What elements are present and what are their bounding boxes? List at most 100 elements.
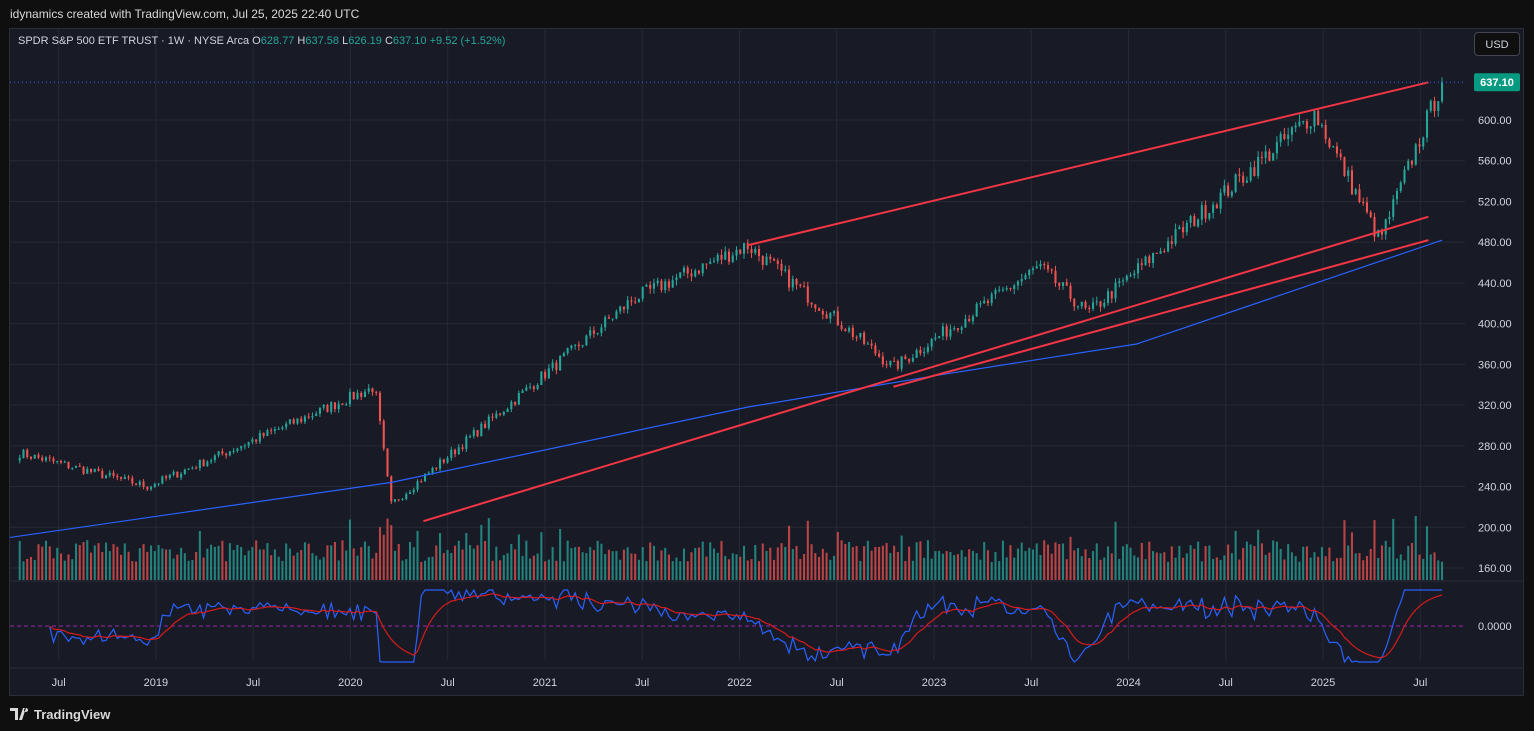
candle: [1440, 82, 1444, 102]
candle: [769, 256, 772, 259]
tradingview-footer[interactable]: TradingView: [10, 704, 110, 724]
volume-bar: [1159, 553, 1162, 580]
volume-bar: [634, 553, 637, 580]
candle: [1272, 153, 1275, 161]
time-axis-label: 2024: [1116, 677, 1140, 689]
candle: [213, 455, 216, 461]
candle: [938, 336, 941, 338]
volume-bar: [1242, 548, 1245, 580]
volume-bar: [945, 551, 948, 580]
candle: [1043, 263, 1046, 266]
candle: [1013, 285, 1016, 289]
volume-bar: [82, 542, 85, 580]
volume-bar: [285, 543, 288, 580]
candle: [788, 269, 791, 288]
volume-bar: [701, 541, 704, 580]
candle: [416, 481, 419, 490]
candle: [761, 256, 764, 265]
volume-bar: [525, 540, 528, 580]
volume-bar: [1110, 553, 1113, 580]
volume-bar: [739, 556, 742, 580]
volume-bar: [240, 546, 243, 580]
volume-bar: [626, 547, 629, 580]
candle: [945, 326, 948, 337]
candle: [637, 298, 640, 303]
volume-bar: [750, 559, 753, 580]
candle: [1410, 160, 1414, 165]
volume-bar: [390, 525, 393, 580]
candle: [866, 343, 869, 345]
volume-bar: [536, 553, 539, 580]
candle: [495, 413, 498, 418]
candle: [960, 327, 963, 330]
candle: [273, 429, 276, 431]
volume-bar: [142, 544, 145, 580]
candle: [1414, 144, 1417, 165]
candle: [1328, 139, 1331, 148]
candle: [330, 402, 333, 412]
candle: [851, 327, 854, 337]
volume-bar: [93, 545, 96, 580]
candle: [37, 454, 40, 458]
volume-bar: [1347, 545, 1350, 580]
volume-bar: [611, 551, 614, 580]
candle: [724, 251, 727, 260]
price-axis-label: 160.00: [1478, 563, 1512, 575]
candle: [1197, 219, 1200, 227]
chart-pane[interactable]: [9, 28, 1524, 696]
candle: [664, 281, 667, 291]
candle: [630, 300, 633, 302]
volume-bar: [562, 561, 565, 580]
candle: [701, 263, 704, 274]
volume-bar: [446, 549, 449, 580]
candle: [592, 330, 595, 334]
candle: [848, 327, 851, 332]
volume-bar: [574, 547, 577, 580]
candle: [686, 267, 689, 274]
volume-bar: [923, 557, 926, 580]
candle: [285, 423, 288, 428]
candle: [1122, 280, 1125, 282]
volume-bar: [1001, 540, 1004, 580]
volume-bar: [1234, 530, 1237, 580]
candle: [990, 294, 993, 304]
volume-bar: [1272, 540, 1275, 580]
volume-bar: [393, 550, 397, 580]
volume-bar: [1167, 561, 1170, 580]
volume-bar: [735, 554, 738, 580]
candle: [742, 243, 746, 254]
candle: [799, 284, 802, 286]
volume-bar: [1230, 553, 1233, 580]
candle: [116, 475, 119, 478]
candle: [1073, 298, 1076, 307]
candle: [202, 459, 205, 467]
candle: [142, 481, 145, 487]
currency-button[interactable]: USD: [1474, 32, 1520, 56]
volume-bar: [1073, 550, 1076, 580]
candle: [994, 289, 997, 295]
volume-bar: [697, 547, 701, 580]
volume-bar: [1122, 546, 1125, 580]
volume-bar: [619, 559, 622, 580]
candle: [1287, 134, 1290, 139]
candle: [322, 404, 325, 408]
volume-bar: [712, 548, 716, 580]
volume-bar: [59, 553, 63, 580]
volume-bar: [911, 560, 914, 580]
candle: [712, 260, 716, 262]
volume-bar: [435, 545, 438, 580]
candle: [908, 359, 911, 362]
candle: [1046, 265, 1050, 270]
candle: [461, 447, 464, 449]
volume-bar: [1260, 543, 1263, 580]
candle: [484, 423, 487, 429]
candle: [1238, 174, 1241, 176]
candle: [645, 284, 648, 287]
price-axis-label: 320.00: [1478, 400, 1512, 412]
volume-bar: [1354, 553, 1357, 580]
volume-bar: [660, 550, 663, 580]
candle: [1369, 212, 1372, 217]
volume-bar: [1103, 557, 1106, 580]
time-axis-label: 2023: [922, 677, 946, 689]
